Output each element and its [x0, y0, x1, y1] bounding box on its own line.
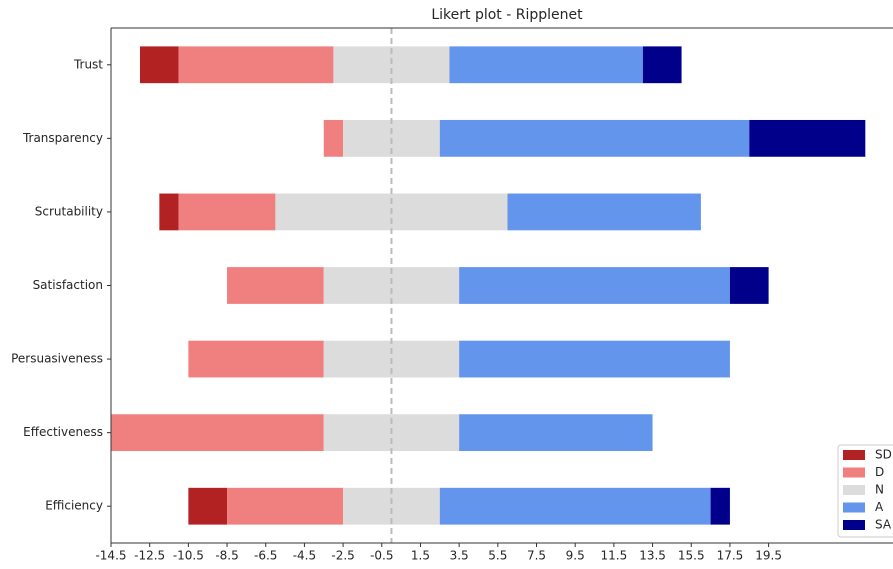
y-tick-label: Transparency — [22, 131, 103, 145]
legend-label: SD — [875, 448, 892, 462]
bar-segment — [749, 119, 866, 157]
legend-swatch — [843, 520, 865, 530]
legend-swatch — [843, 450, 865, 460]
x-tick-label: -2.5 — [331, 549, 354, 563]
bar-segment — [729, 267, 769, 304]
x-tick-label: -8.5 — [215, 549, 238, 563]
bar-segment — [227, 487, 344, 525]
x-tick-label: 17.5 — [717, 549, 744, 563]
bar-segment — [140, 46, 179, 84]
bar-segment — [178, 193, 276, 231]
bar-segment — [459, 267, 730, 304]
legend: SD DNA SA — [837, 444, 893, 538]
x-tick-label: -0.5 — [370, 549, 393, 563]
x-tick-label: -10.5 — [173, 549, 204, 563]
x-tick-label: 5.5 — [488, 549, 507, 563]
x-tick-label: -6.5 — [254, 549, 277, 563]
y-tick-label: Effectiveness — [23, 425, 103, 439]
x-tick-label: 7.5 — [527, 549, 546, 563]
bar-segment — [111, 414, 324, 452]
x-tick-label: -4.5 — [293, 549, 316, 563]
x-tick-label: 19.5 — [755, 549, 782, 563]
bar-segment — [188, 340, 324, 378]
bar-segment — [188, 487, 228, 525]
x-tick-label: -14.5 — [95, 549, 126, 563]
bar-segment — [159, 193, 179, 231]
x-tick-label: 9.5 — [566, 549, 585, 563]
bar-segment — [459, 414, 653, 452]
legend-swatch — [843, 502, 865, 513]
x-tick-label: -12.5 — [134, 549, 165, 563]
y-tick-label: Persuasiveness — [11, 352, 103, 366]
bar-segment — [323, 119, 344, 157]
x-tick-label: 15.5 — [678, 549, 705, 563]
legend-label: SA — [875, 518, 892, 532]
bar-segment — [439, 119, 750, 157]
x-tick-label: 13.5 — [639, 549, 666, 563]
bar-segment — [449, 46, 643, 84]
x-tick-label: 1.5 — [411, 549, 430, 563]
chart-title: Likert plot - Ripplenet — [431, 7, 583, 23]
bar-segment — [178, 46, 334, 84]
x-tick-label: 11.5 — [601, 549, 628, 563]
legend-label: D — [875, 465, 884, 479]
legend-swatch — [843, 467, 865, 478]
y-tick-label: Efficiency — [45, 499, 103, 513]
legend-label: A — [875, 500, 884, 514]
bar-segment — [507, 193, 701, 231]
bar-segment — [710, 487, 730, 525]
bar-segment — [459, 340, 730, 378]
y-tick-label: Trust — [73, 57, 103, 71]
y-tick-label: Satisfaction — [33, 278, 103, 292]
legend-label: N — [875, 483, 884, 497]
bar-segment — [642, 46, 682, 84]
bar-segment — [439, 487, 711, 525]
legend-swatch — [843, 485, 865, 495]
bar-segment — [227, 267, 324, 304]
y-tick-label: Scrutability — [35, 204, 103, 218]
x-tick-label: 3.5 — [450, 549, 469, 563]
